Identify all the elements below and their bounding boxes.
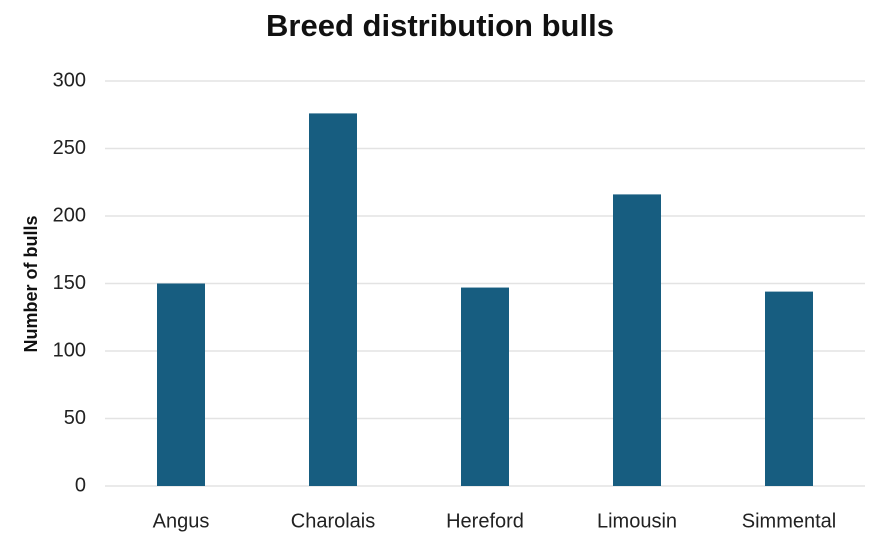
x-tick-label: Limousin [597, 510, 677, 532]
y-axis-label: Number of bulls [21, 215, 41, 352]
chart-title: Breed distribution bulls [266, 8, 614, 43]
y-tick-label: 0 [75, 474, 86, 496]
y-tick-label: 300 [53, 69, 86, 91]
bar [613, 194, 661, 486]
x-tick-label: Simmental [742, 510, 836, 532]
bar [309, 113, 357, 487]
y-tick-label: 250 [53, 137, 86, 159]
bar [461, 287, 509, 486]
x-tick-label: Charolais [291, 510, 375, 532]
bar [765, 291, 813, 486]
bar [157, 283, 205, 486]
y-tick-label: 200 [53, 204, 86, 226]
x-tick-label: Hereford [446, 510, 524, 532]
y-tick-label: 150 [53, 272, 86, 294]
y-tick-label: 50 [64, 407, 86, 429]
x-tick-label: Angus [153, 510, 210, 532]
y-tick-label: 100 [53, 339, 86, 361]
